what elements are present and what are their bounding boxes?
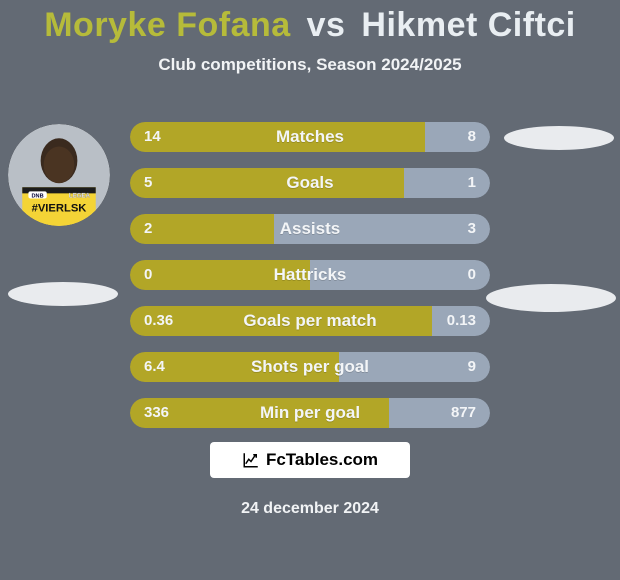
stat-row: 51Goals [130, 168, 490, 198]
comparison-canvas: Moryke Fofana vs Hikmet Ciftci Club comp… [0, 0, 620, 580]
player1-shadow [8, 282, 118, 306]
stat-label: Shots per goal [130, 352, 490, 382]
player2-shadow-top [504, 126, 614, 150]
stat-row: 6.49Shots per goal [130, 352, 490, 382]
title-vs: vs [307, 6, 346, 44]
stat-label: Goals per match [130, 306, 490, 336]
svg-text:DNB: DNB [32, 193, 44, 199]
stat-label: Min per goal [130, 398, 490, 428]
stat-row: 148Matches [130, 122, 490, 152]
subtitle: Club competitions, Season 2024/2025 [0, 55, 620, 75]
date-text: 24 december 2024 [0, 500, 620, 518]
stat-label: Hattricks [130, 260, 490, 290]
stat-label: Assists [130, 214, 490, 244]
stat-row: 00Hattricks [130, 260, 490, 290]
chart-up-icon [242, 451, 260, 469]
svg-text:LEGEA: LEGEA [69, 192, 91, 199]
stat-label: Goals [130, 168, 490, 198]
player1-avatar-svg: #VIERLSK DNB LEGEA [8, 124, 110, 226]
stat-row: 23Assists [130, 214, 490, 244]
fctables-text: FcTables.com [266, 450, 378, 470]
player2-shadow-mid [486, 284, 616, 312]
stat-row: 0.360.13Goals per match [130, 306, 490, 336]
page-title: Moryke Fofana vs Hikmet Ciftci [0, 0, 620, 45]
stats-bars: 148Matches 51Goals 23Assists 00Hattricks 0.3… [130, 122, 490, 444]
title-player2: Hikmet Ciftci [361, 6, 575, 44]
stat-label: Matches [130, 122, 490, 152]
player1-avatar-wrap: #VIERLSK DNB LEGEA [8, 124, 116, 306]
svg-text:#VIERLSK: #VIERLSK [32, 203, 87, 215]
stat-row: 336877Min per goal [130, 398, 490, 428]
title-player1: Moryke Fofana [44, 6, 290, 44]
player2-avatar-wrap [504, 124, 612, 150]
fctables-logo: FcTables.com [210, 442, 410, 478]
player1-avatar: #VIERLSK DNB LEGEA [8, 124, 110, 226]
